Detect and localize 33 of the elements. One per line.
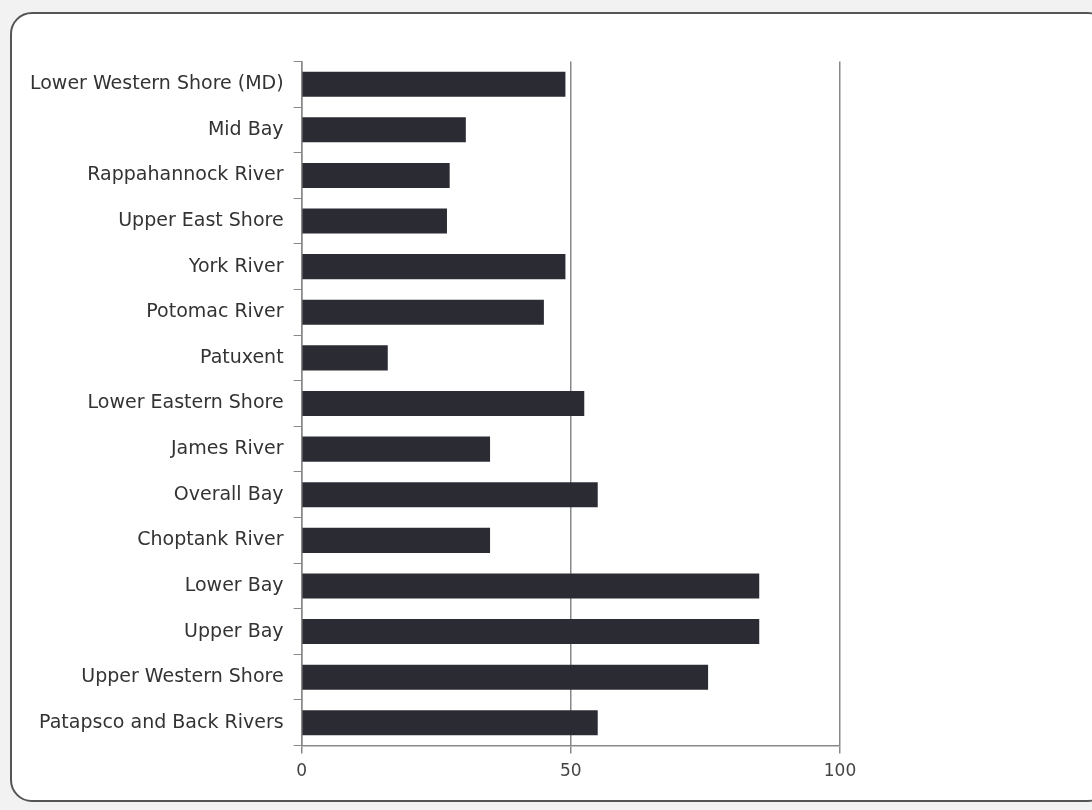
bar <box>302 299 544 325</box>
x-tick-label: 100 <box>823 760 857 781</box>
y-tick-label: Upper East Shore <box>118 207 284 230</box>
y-tick-label: Rappahannock River <box>87 162 284 185</box>
y-tick-label: James River <box>170 436 284 459</box>
x-tick-label: 0 <box>296 760 308 781</box>
bar <box>302 208 447 234</box>
y-tick-label: Choptank River <box>137 527 284 550</box>
y-tick-label: Mid Bay <box>207 116 284 139</box>
bar <box>302 482 598 508</box>
y-tick-label: Upper Western Shore <box>81 664 284 687</box>
y-tick-label: Patapsco and Back Rivers <box>39 709 284 732</box>
bar <box>302 117 466 143</box>
y-tick-label: York River <box>187 253 284 276</box>
bar <box>302 527 491 553</box>
y-tick-label: Patuxent <box>200 344 284 367</box>
bar <box>302 664 709 690</box>
y-tick-label: Lower Western Shore (MD) <box>29 71 284 94</box>
bar <box>302 573 760 599</box>
y-tick-label: Overall Bay <box>173 481 284 504</box>
bar <box>302 71 566 97</box>
bar <box>302 162 450 188</box>
bar <box>302 390 585 417</box>
bar <box>302 254 566 280</box>
bar <box>302 710 598 736</box>
y-tick-label: Upper Bay <box>184 618 284 641</box>
y-tick-label: Lower Bay <box>184 572 284 595</box>
x-tick-label: 50 <box>559 760 582 781</box>
y-tick-label: Potomac River <box>146 299 284 322</box>
bar <box>302 345 388 371</box>
bar <box>302 436 491 462</box>
y-tick-label: Lower Eastern Shore <box>87 390 284 413</box>
bar <box>302 619 760 645</box>
